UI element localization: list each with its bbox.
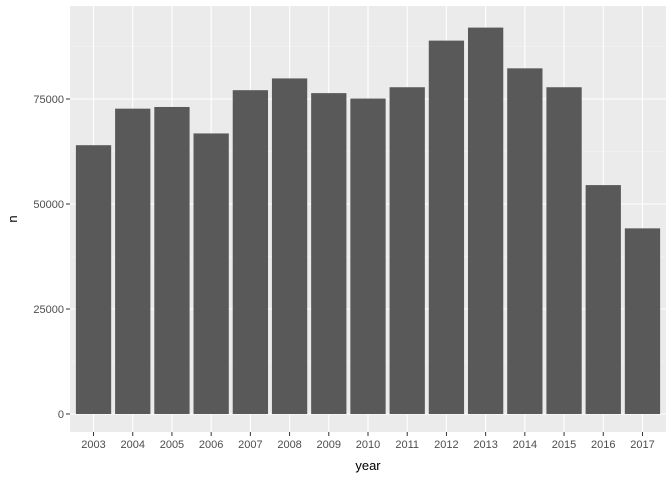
x-tick-label: 2013 bbox=[473, 439, 497, 451]
y-tick-label: 50000 bbox=[33, 199, 64, 211]
bar-2012 bbox=[428, 40, 465, 415]
x-tick-label: 2005 bbox=[160, 439, 184, 451]
bars bbox=[75, 27, 661, 415]
x-tick-label: 2006 bbox=[199, 439, 223, 451]
bar-2015 bbox=[546, 87, 582, 415]
x-tick-label: 2004 bbox=[120, 439, 144, 451]
bar-2009 bbox=[311, 93, 347, 415]
x-tick-label: 2009 bbox=[317, 439, 341, 451]
x-tick-label: 2003 bbox=[81, 439, 105, 451]
bar-2003 bbox=[75, 145, 112, 414]
x-tick-label: 2015 bbox=[552, 439, 576, 451]
x-tick-label: 2017 bbox=[630, 439, 654, 451]
x-tick-label: 2010 bbox=[356, 439, 380, 451]
y-tick-label: 25000 bbox=[33, 304, 64, 316]
bar-2006 bbox=[193, 133, 229, 414]
x-tick-label: 2011 bbox=[395, 439, 419, 451]
bar-2010 bbox=[350, 98, 386, 414]
bar-2016 bbox=[585, 185, 621, 414]
bar-2004 bbox=[115, 108, 151, 414]
y-axis: 0 25000 50000 75000 bbox=[33, 94, 70, 421]
bar-2017 bbox=[624, 228, 661, 414]
bar-2011 bbox=[389, 87, 425, 415]
bar-2013 bbox=[467, 27, 504, 414]
x-axis: 2003 2004 2005 2006 2007 2008 2009 2010 2011 2012… bbox=[81, 432, 655, 451]
y-tick-label: 0 bbox=[58, 409, 64, 421]
x-tick-label: 2012 bbox=[434, 439, 458, 451]
y-axis-title: n bbox=[5, 215, 20, 222]
y-tick-label: 75000 bbox=[33, 94, 64, 106]
x-axis-title: year bbox=[355, 458, 381, 473]
bar-2007 bbox=[232, 90, 269, 415]
bar-2014 bbox=[507, 68, 543, 414]
x-tick-label: 2007 bbox=[238, 439, 262, 451]
x-tick-label: 2016 bbox=[591, 439, 615, 451]
bar-2005 bbox=[154, 106, 190, 414]
x-tick-label: 2014 bbox=[513, 439, 537, 451]
x-tick-label: 2008 bbox=[277, 439, 301, 451]
bar-2008 bbox=[271, 78, 308, 415]
